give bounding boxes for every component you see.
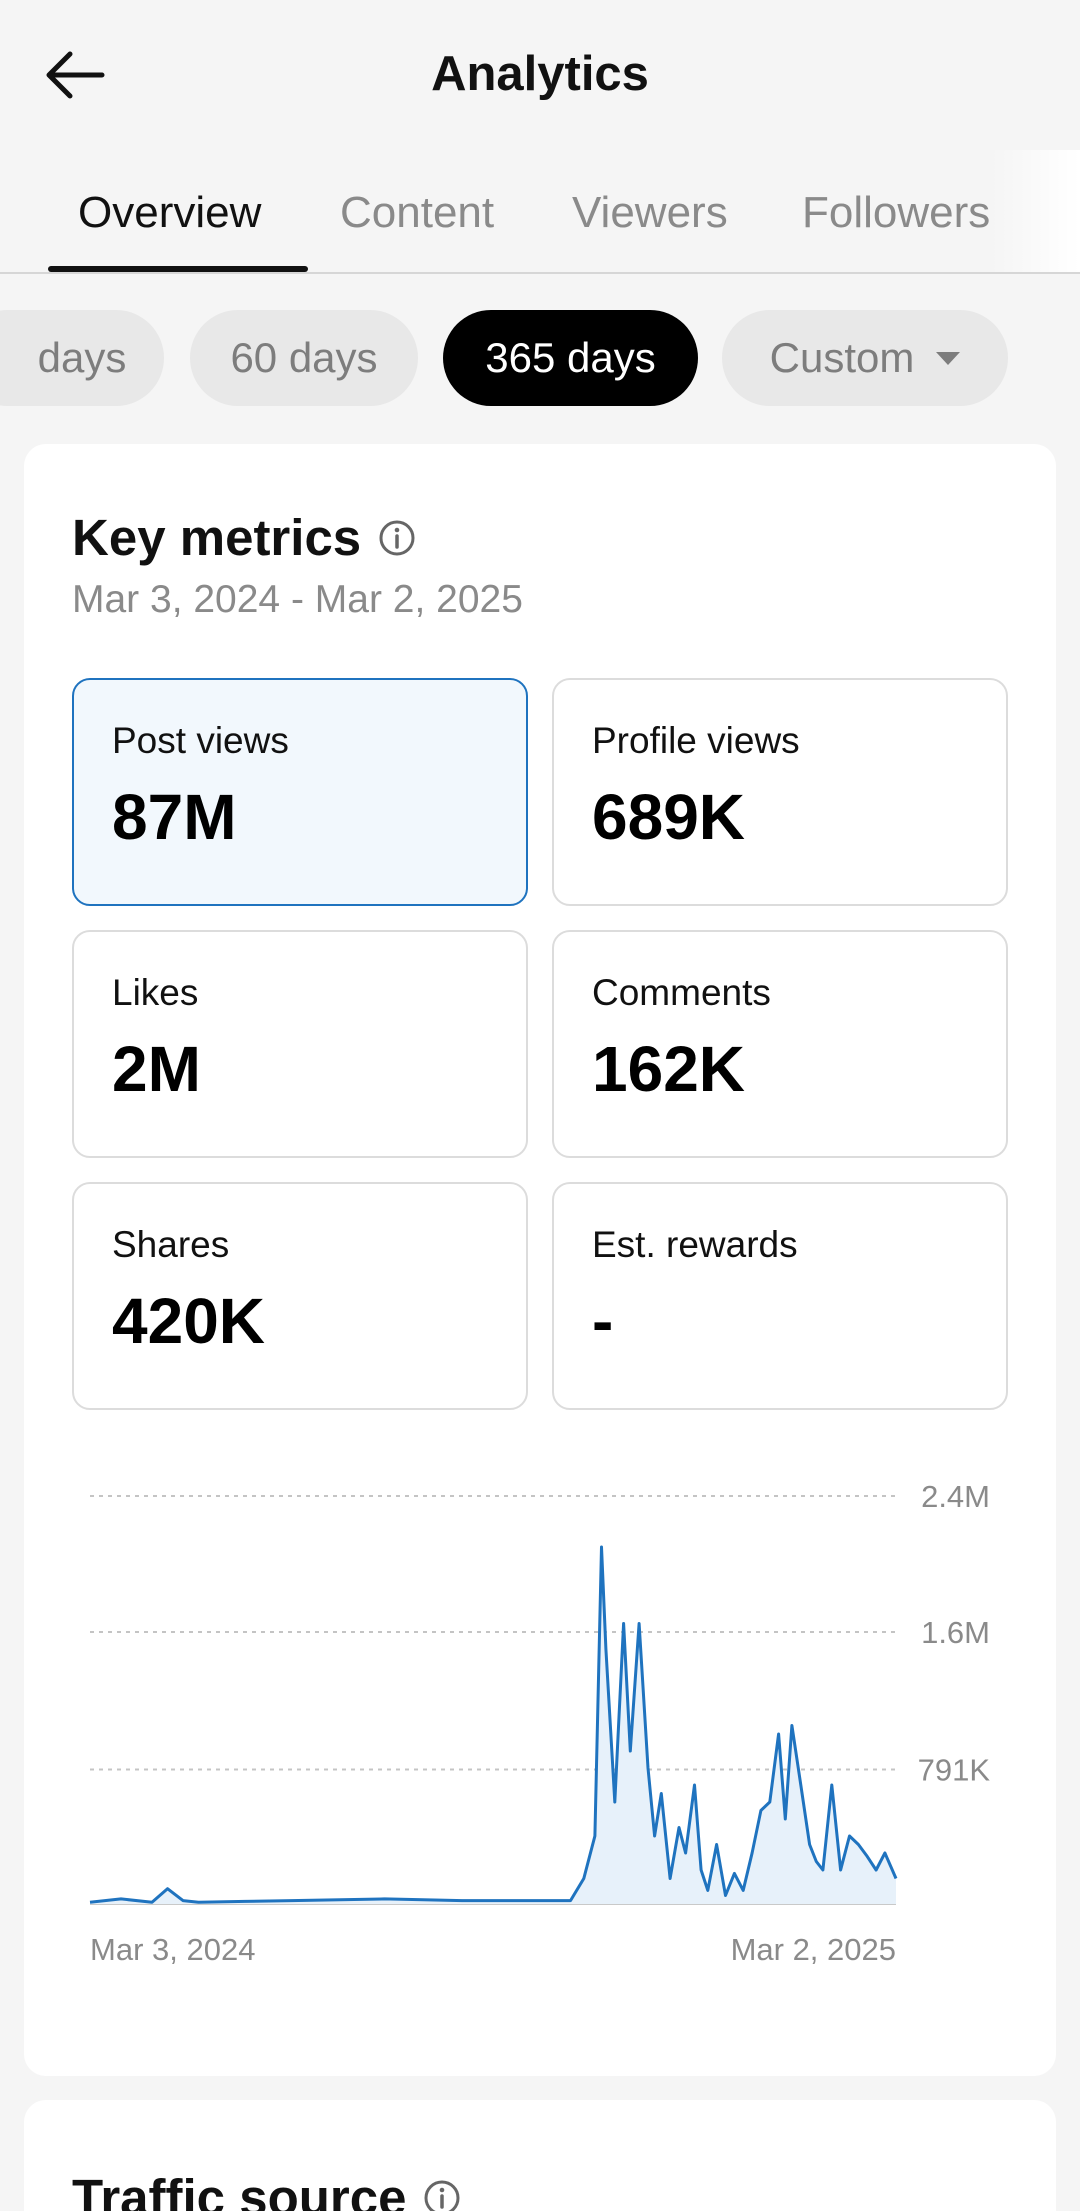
metric-value: - bbox=[592, 1285, 614, 1357]
range-chip-365-days[interactable]: 365 days bbox=[443, 310, 698, 406]
y-tick-label: 1.6M bbox=[921, 1615, 990, 1650]
caret-down-icon bbox=[936, 351, 961, 365]
range-chip-label: days bbox=[37, 334, 127, 381]
key-metrics-card: Key metrics Mar 3, 2024 - Mar 2, 2025 Po… bbox=[24, 444, 1056, 2076]
series-line bbox=[89, 1545, 898, 1904]
metric-label: Comments bbox=[592, 972, 771, 1013]
y-tick-label: 2.4M bbox=[921, 1479, 990, 1514]
range-chip-days[interactable]: days bbox=[0, 310, 164, 406]
range-chip-label: Custom bbox=[769, 334, 915, 381]
date-range-selector: days 60 days 365 days Custom bbox=[0, 310, 1080, 410]
metric-value: 2M bbox=[112, 1033, 201, 1105]
range-chip-label: 365 days bbox=[485, 334, 656, 381]
metric-label: Likes bbox=[112, 972, 199, 1013]
active-tab-indicator bbox=[48, 266, 308, 272]
top-bar: Analytics bbox=[0, 0, 1080, 150]
metric-value: 162K bbox=[592, 1033, 745, 1105]
page-title: Analytics bbox=[431, 47, 649, 101]
y-tick-label: 791K bbox=[918, 1753, 991, 1788]
traffic-source-card: Traffic source bbox=[24, 2100, 1056, 2211]
arrow-left-icon bbox=[46, 51, 105, 99]
back-button[interactable] bbox=[40, 40, 130, 110]
range-chip-60-days[interactable]: 60 days bbox=[190, 310, 418, 406]
tabs-fade-overlay bbox=[990, 150, 1080, 272]
key-metrics-title: Key metrics bbox=[72, 508, 417, 567]
metric-label: Shares bbox=[112, 1224, 230, 1265]
post-views-chart-svg: 2.4M 1.6M 791K Mar 3, 2024 Mar 2, 2025 bbox=[89, 1479, 991, 1967]
metric-value: 689K bbox=[592, 781, 745, 853]
info-icon[interactable] bbox=[422, 2178, 462, 2211]
post-views-chart[interactable]: 2.4M 1.6M 791K Mar 3, 2024 Mar 2, 2025 bbox=[24, 1464, 1056, 2024]
metric-profile-views[interactable]: Profile views 689K bbox=[552, 678, 1008, 906]
series-area-fill bbox=[90, 1547, 896, 1904]
metric-value: 87M bbox=[112, 781, 237, 853]
metric-shares[interactable]: Shares 420K bbox=[72, 1182, 528, 1410]
metric-post-views[interactable]: Post views 87M bbox=[72, 678, 528, 906]
x-tick-label-end: Mar 2, 2025 bbox=[731, 1932, 896, 1967]
tab-followers[interactable]: Followers bbox=[802, 188, 991, 237]
range-chip-custom[interactable]: Custom bbox=[722, 310, 1008, 406]
traffic-source-title-text: Traffic source bbox=[72, 2169, 407, 2211]
metric-label: Post views bbox=[112, 720, 289, 761]
traffic-source-title: Traffic source bbox=[72, 2168, 462, 2211]
tab-content[interactable]: Content bbox=[340, 188, 495, 237]
key-metrics-title-text: Key metrics bbox=[72, 509, 362, 566]
metric-label: Est. rewards bbox=[592, 1224, 798, 1265]
range-chip-label: 60 days bbox=[230, 334, 378, 381]
date-range-label: Mar 3, 2024 - Mar 2, 2025 bbox=[72, 578, 523, 621]
metric-likes[interactable]: Likes 2M bbox=[72, 930, 528, 1158]
x-tick-label-start: Mar 3, 2024 bbox=[90, 1932, 255, 1967]
tab-overview[interactable]: Overview bbox=[78, 188, 262, 237]
metric-value: 420K bbox=[112, 1285, 265, 1357]
metric-est-rewards[interactable]: Est. rewards - bbox=[552, 1182, 1008, 1410]
metric-comments[interactable]: Comments 162K bbox=[552, 930, 1008, 1158]
tab-bar: Overview Content Viewers Followers bbox=[0, 150, 1080, 274]
metric-label: Profile views bbox=[592, 720, 800, 761]
info-icon[interactable] bbox=[377, 518, 417, 558]
tab-viewers[interactable]: Viewers bbox=[572, 188, 728, 237]
